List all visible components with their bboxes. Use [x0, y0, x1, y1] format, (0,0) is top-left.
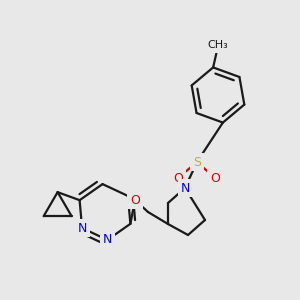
Text: N: N	[103, 233, 112, 246]
Text: O: O	[130, 194, 140, 206]
Text: CH₃: CH₃	[208, 40, 229, 50]
Text: N: N	[180, 182, 190, 194]
Text: S: S	[193, 155, 201, 169]
Text: O: O	[210, 172, 220, 184]
Text: N: N	[77, 222, 87, 235]
Text: O: O	[173, 172, 183, 184]
